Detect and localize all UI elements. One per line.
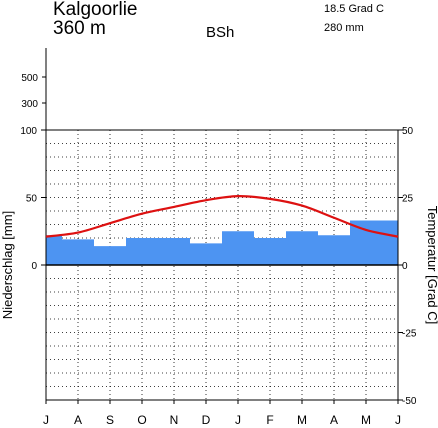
month-label: D	[202, 413, 211, 427]
temp-tick-label: 50	[402, 126, 414, 137]
station-elevation: 360 m	[53, 18, 106, 39]
station-name: Kalgoorlie	[53, 0, 138, 20]
temperature-curve	[45, 195, 399, 238]
precip-tick-label: 500	[21, 73, 38, 84]
month-label: J	[395, 413, 401, 427]
temp-tick-label: -25	[402, 329, 417, 340]
plot-frame	[45, 48, 399, 401]
precipitation-fill	[46, 220, 398, 265]
month-label: J	[235, 413, 241, 427]
temp-tick-label: 25	[402, 194, 414, 205]
month-label: A	[74, 413, 82, 427]
month-label: M	[361, 413, 371, 427]
temp-tick-label: 0	[402, 261, 408, 272]
precip-tick-label: 300	[21, 99, 38, 110]
temperature-axis-label: Temperatur [Grad C]	[425, 206, 438, 325]
climate-class: BSh	[206, 24, 235, 41]
month-label: F	[266, 413, 273, 427]
month-label: M	[297, 413, 307, 427]
month-label: N	[170, 413, 179, 427]
temp-tick-label: -50	[402, 396, 417, 407]
precip-tick-label: 0	[31, 261, 37, 272]
month-label: A	[330, 413, 338, 427]
month-label: J	[43, 413, 49, 427]
month-label: S	[106, 413, 114, 427]
annual-precipitation: 280 mm	[324, 22, 364, 34]
precipitation-area	[46, 220, 398, 265]
precip-tick-label: 100	[20, 126, 37, 137]
temperature-line	[45, 195, 399, 238]
precipitation-axis-label: Niederschlag [mm]	[0, 211, 15, 319]
axis-ticks: 0 50 100 300 500 -50 -25 0 25 50 J A S O N D J F M A M J	[20, 73, 417, 427]
annual-mean-temperature: 18.5 Grad C	[324, 3, 384, 15]
precip-tick-label: 50	[26, 194, 38, 205]
month-label: O	[137, 413, 146, 427]
